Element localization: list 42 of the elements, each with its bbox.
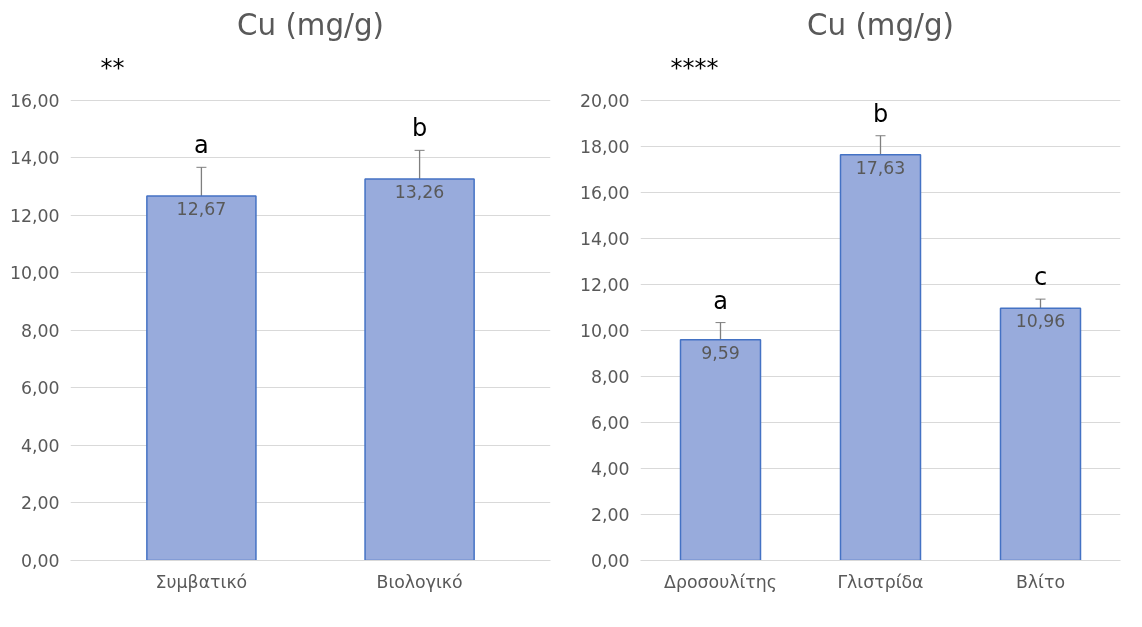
y-tick-label: 10,00 xyxy=(579,320,630,341)
y-tick-label: 12,00 xyxy=(579,274,630,295)
y-tick-label: 14,00 xyxy=(9,148,60,169)
bar xyxy=(679,339,762,561)
bar xyxy=(839,154,922,561)
y-tick-label: 14,00 xyxy=(579,228,630,249)
y-tick-label: 2,00 xyxy=(20,493,60,514)
y-tick-label: 2,00 xyxy=(590,504,630,525)
chart-title: Cu (mg/g) xyxy=(807,7,954,42)
y-tick-label: 18,00 xyxy=(579,136,630,157)
bar xyxy=(999,307,1082,561)
annotation: b xyxy=(411,114,428,143)
y-tick-label: 12,00 xyxy=(9,205,60,226)
y-tick-label: 10,00 xyxy=(9,263,60,284)
data-label: 12,67 xyxy=(176,199,227,220)
y-tick-label: 6,00 xyxy=(20,378,60,399)
y-tick-label: 6,00 xyxy=(590,412,630,433)
x-tick-label: Γλιστρίδα xyxy=(837,571,924,592)
annotation: a xyxy=(713,286,728,315)
y-tick-label: 20,00 xyxy=(579,90,630,111)
y-tick-label: 8,00 xyxy=(590,366,630,387)
annotation: b xyxy=(872,99,889,128)
y-tick-label: 4,00 xyxy=(590,458,630,479)
y-tick-label: 0,00 xyxy=(590,551,630,571)
data-label: 10,96 xyxy=(1015,311,1066,332)
annotation: c xyxy=(1033,263,1048,292)
text: ** xyxy=(100,53,125,82)
x-tick-label: Βλίτο xyxy=(1015,571,1066,592)
y-tick-label: 16,00 xyxy=(9,90,60,111)
y-tick-label: 8,00 xyxy=(20,320,60,341)
y-tick-label: 4,00 xyxy=(20,435,60,456)
x-tick-label: Δροσουλίτης xyxy=(664,571,777,592)
y-tick-label: 0,00 xyxy=(20,551,60,571)
annotation: a xyxy=(194,131,209,160)
y-tick-label: 16,00 xyxy=(579,182,630,203)
data-label: 17,63 xyxy=(855,157,906,178)
data-label: 13,26 xyxy=(394,182,445,203)
text: **** xyxy=(670,53,719,82)
x-tick-label: Βιολογικό xyxy=(376,571,463,592)
chart-title: Cu (mg/g) xyxy=(237,7,384,42)
x-tick-label: Συμβατικό xyxy=(155,571,248,592)
data-label: 9,59 xyxy=(701,342,740,363)
